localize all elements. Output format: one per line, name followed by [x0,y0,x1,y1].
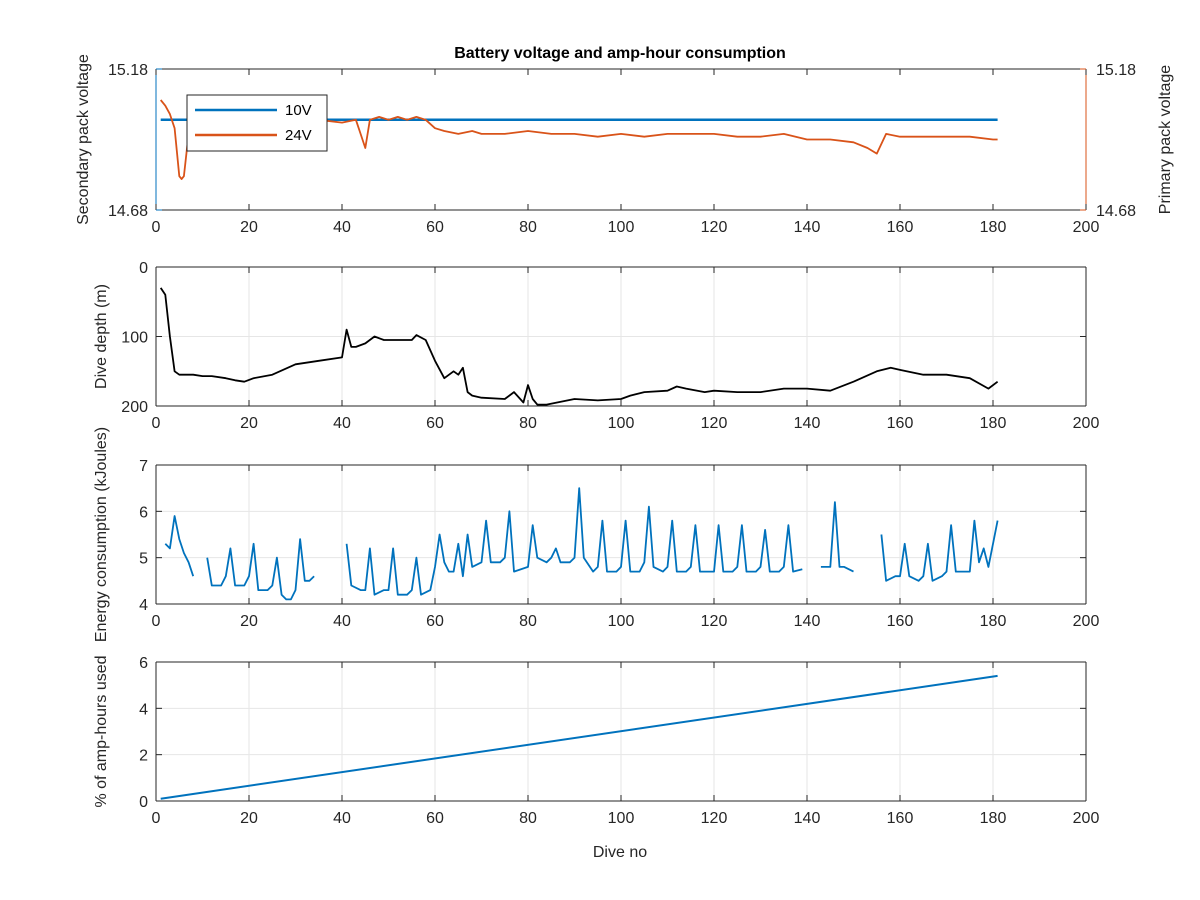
amp-hours-panel: 0 20 40 60 80 100 120 140 160 180 200 0 2 4 6 % of amp-… [93,655,1099,827]
x-tick-label: 120 [701,613,728,630]
x-tick-label: 80 [519,219,537,236]
y-tick-label: 7 [139,458,148,475]
y-tick-label: 100 [121,330,148,347]
y-tick-label: 0 [139,794,148,811]
x-tick-label: 40 [333,415,351,432]
x-tick-label: 180 [980,613,1007,630]
x-tick-label: 60 [426,810,444,827]
x-tick-label: 0 [152,613,161,630]
y-tick-label: 5 [139,551,148,568]
x-tick-label: 160 [887,415,914,432]
series-line-segment-0 [164,515,195,577]
x-tick-label: 80 [519,613,537,630]
x-tick-label: 60 [426,415,444,432]
x-tick-label: 100 [608,219,635,236]
series-line-segment-1 [206,538,315,601]
legend-label-24v: 24V [285,127,312,144]
y-tick-label: 6 [139,655,148,672]
x-tick-label: 100 [608,613,635,630]
x-tick-label: 80 [519,415,537,432]
x-tick-label: 40 [333,219,351,236]
x-tick-label: 200 [1073,219,1100,236]
x-tick-label: 20 [240,219,258,236]
x-tick-label: 60 [426,219,444,236]
x-tick-label: 0 [152,415,161,432]
series-line-segment-2 [345,487,803,596]
y-tick-label: 4 [139,701,148,718]
series-line-segment-4 [880,519,999,582]
x-tick-label: 0 [152,810,161,827]
x-tick-label: 140 [794,219,821,236]
x-tick-label: 140 [794,415,821,432]
x-tick-label: 200 [1073,613,1100,630]
legend-box [186,94,328,152]
y-tick-label: 15.18 [108,62,148,79]
x-tick-label: 40 [333,613,351,630]
x-tick-label: 140 [794,810,821,827]
legend-label-10v: 10V [285,102,312,119]
energy-consumption-panel: 0 20 40 60 80 100 120 140 160 180 200 4 5 6 7 Energy co… [93,427,1099,642]
y-tick-label: 2 [139,748,148,765]
x-tick-label: 200 [1073,810,1100,827]
x-tick-label: 20 [240,613,258,630]
x-tick-label: 160 [887,219,914,236]
y-axis-label: Energy consumption (kJoules) [93,427,110,642]
x-tick-label: 120 [701,415,728,432]
right-y-tick-label: 15.18 [1096,62,1136,79]
y-tick-label: 14.68 [108,203,148,220]
x-tick-label: 80 [519,810,537,827]
voltage-panel: 0 20 40 60 80 100 120 140 160 180 20014.6815.1814.… [75,54,1174,236]
x-tick-label: 0 [152,219,161,236]
figure-title: Battery voltage and amp-hour consumption [454,45,786,62]
x-tick-label: 60 [426,613,444,630]
x-tick-label: 100 [608,415,635,432]
x-tick-label: 180 [980,415,1007,432]
y-tick-label: 200 [121,399,148,416]
x-tick-label: 20 [240,810,258,827]
right-y-axis-label: Primary pack voltage [1157,65,1174,214]
x-tick-label: 180 [980,219,1007,236]
series-line [160,674,998,800]
x-tick-label: 180 [980,810,1007,827]
x-axis-label: Dive no [593,844,647,861]
x-tick-label: 200 [1073,415,1100,432]
series-line [159,287,999,406]
x-tick-label: 20 [240,415,258,432]
y-tick-label: 4 [139,597,148,614]
y-tick-label: 6 [139,504,148,521]
x-tick-label: 140 [794,613,821,630]
x-tick-label: 160 [887,613,914,630]
y-axis-label: % of amp-hours used [93,655,110,807]
x-tick-label: 120 [701,219,728,236]
right-y-tick-label: 14.68 [1096,203,1136,220]
series-line-segment-3 [820,501,854,573]
y-axis-label: Secondary pack voltage [75,54,92,225]
y-axis-label: Dive depth (m) [93,284,110,389]
x-tick-label: 40 [333,810,351,827]
y-tick-label: 0 [139,260,148,277]
x-tick-label: 120 [701,810,728,827]
x-tick-label: 100 [608,810,635,827]
x-tick-label: 160 [887,810,914,827]
